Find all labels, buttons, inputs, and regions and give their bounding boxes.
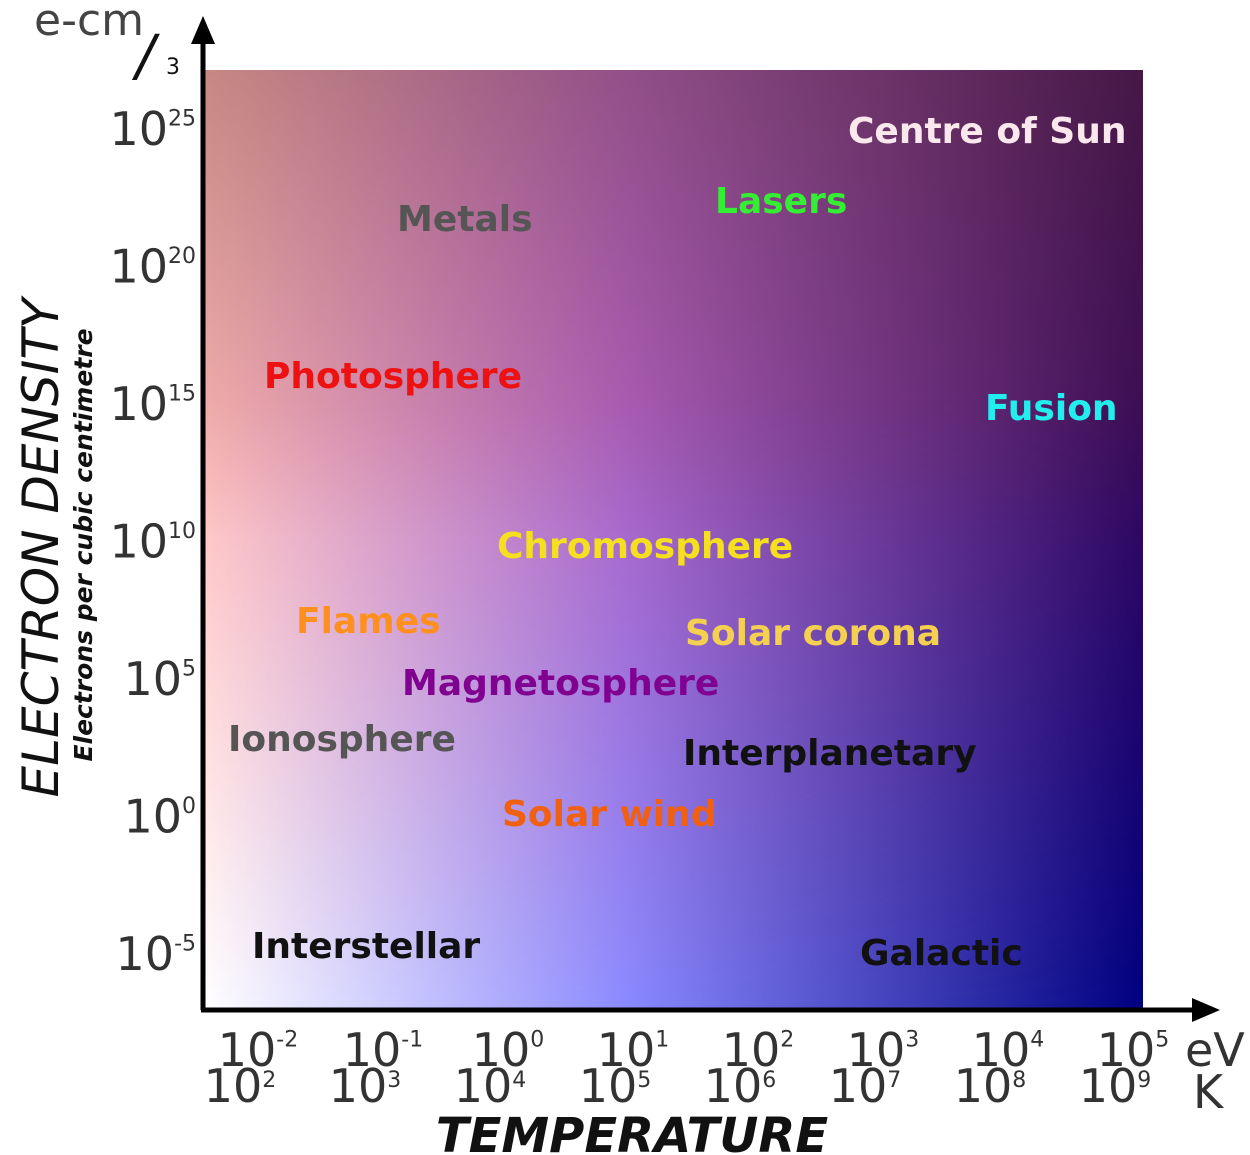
tick-label: 10-1 (343, 1023, 423, 1077)
tick-label: 108 (954, 1059, 1027, 1113)
tick-label: 1025 (109, 102, 196, 156)
tick-exp: 1 (655, 1028, 669, 1053)
tick-label: 103 (329, 1059, 402, 1113)
region-label: Interstellar (252, 926, 480, 967)
tick-label: 107 (829, 1059, 902, 1113)
tick-base: 10 (704, 1059, 763, 1113)
axes (191, 16, 1220, 1022)
region-label: Lasers (715, 181, 847, 222)
tick-base: 10 (597, 1023, 656, 1077)
tick-exp: 2 (262, 1068, 276, 1093)
region-label: Magnetosphere (402, 663, 719, 704)
tick-exp: 8 (1012, 1068, 1026, 1093)
region-label: Solar corona (685, 613, 941, 654)
tick-exp: 4 (512, 1068, 526, 1093)
tick-exp: 9 (1137, 1068, 1151, 1093)
tick-base: 10 (109, 240, 168, 294)
tick-base: 10 (1097, 1023, 1156, 1077)
tick-base: 10 (829, 1059, 888, 1113)
tick-exp: 3 (905, 1028, 919, 1053)
tick-exp: 7 (887, 1068, 901, 1093)
tick-label: 10-5 (116, 927, 196, 981)
tick-base: 10 (1079, 1059, 1138, 1113)
tick-label: 101 (597, 1023, 670, 1077)
y-axis-title: ELECTRON DENSITY (12, 295, 70, 797)
tick-exp: 0 (530, 1028, 544, 1053)
tick-label: 100 (123, 790, 196, 844)
x-axis-title: TEMPERATURE (436, 1108, 828, 1155)
tick-base: 10 (116, 927, 175, 981)
region-label: Centre of Sun (848, 111, 1127, 152)
plot-background (205, 70, 1143, 1010)
tick-exp: 0 (182, 794, 196, 819)
tick-label: 102 (722, 1023, 795, 1077)
y-unit: e-cm (34, 0, 144, 46)
tick-base: 10 (204, 1059, 263, 1113)
tick-exp: -1 (401, 1028, 423, 1053)
tick-base: 10 (218, 1023, 277, 1077)
tick-base: 10 (954, 1059, 1013, 1113)
region-label: Fusion (985, 388, 1118, 429)
tick-label: 100 (472, 1023, 545, 1077)
tick-base: 10 (329, 1059, 388, 1113)
tick-label: 109 (1079, 1059, 1152, 1113)
y-arrow (191, 16, 215, 44)
region-label: Photosphere (264, 356, 522, 397)
region-label: Flames (296, 601, 441, 642)
tick-label: 104 (972, 1023, 1045, 1077)
region-label: Ionosphere (228, 719, 456, 760)
y-unit-exp: 3 (166, 55, 180, 80)
tick-exp: 10 (168, 519, 196, 544)
tick-label: 105 (579, 1059, 652, 1113)
tick-label: 10-2 (218, 1023, 298, 1077)
tick-base: 10 (972, 1023, 1031, 1077)
region-label: Galactic (860, 933, 1023, 974)
tick-base: 10 (454, 1059, 513, 1113)
tick-exp: 5 (1155, 1028, 1169, 1053)
tick-exp: -2 (276, 1028, 298, 1053)
region-label: Interplanetary (683, 733, 977, 774)
y-unit-slash: / (131, 24, 160, 89)
tick-exp: 6 (762, 1068, 776, 1093)
region-label: Chromosphere (497, 526, 793, 567)
title: RANGES OF PLASMAS (372, 0, 848, 9)
tick-base: 10 (109, 102, 168, 156)
y-axis-subtitle: Electrons per cubic centimetre (69, 328, 98, 761)
x-unit-k: K (1193, 1065, 1225, 1119)
tick-base: 10 (343, 1023, 402, 1077)
tick-base: 10 (722, 1023, 781, 1077)
tick-label: 105 (1097, 1023, 1170, 1077)
tick-exp: -5 (174, 932, 196, 957)
tick-base: 10 (847, 1023, 906, 1077)
x-arrow (1192, 998, 1220, 1022)
tick-label: 105 (123, 652, 196, 706)
x-unit-ev: eV (1185, 1023, 1245, 1077)
tick-exp: 3 (387, 1068, 401, 1093)
tick-base: 10 (579, 1059, 638, 1113)
tick-exp: 15 (168, 382, 196, 407)
tick-exp: 25 (168, 107, 196, 132)
tick-exp: 5 (637, 1068, 651, 1093)
tick-base: 10 (123, 790, 182, 844)
tick-label: 103 (847, 1023, 920, 1077)
tick-base: 10 (472, 1023, 531, 1077)
region-label: Metals (397, 199, 533, 240)
tick-label: 104 (454, 1059, 527, 1113)
tick-exp: 5 (182, 657, 196, 682)
tick-label: 1015 (109, 377, 196, 431)
tick-base: 10 (109, 515, 168, 569)
tick-base: 10 (109, 377, 168, 431)
tick-label: 1020 (109, 240, 196, 294)
tick-exp: 4 (1030, 1028, 1044, 1053)
region-label: Solar wind (502, 794, 717, 835)
tick-label: 1010 (109, 515, 196, 569)
tick-base: 10 (123, 652, 182, 706)
tick-label: 102 (204, 1059, 277, 1113)
tick-label: 106 (704, 1059, 777, 1113)
tick-exp: 2 (780, 1028, 794, 1053)
tick-exp: 20 (168, 244, 196, 269)
